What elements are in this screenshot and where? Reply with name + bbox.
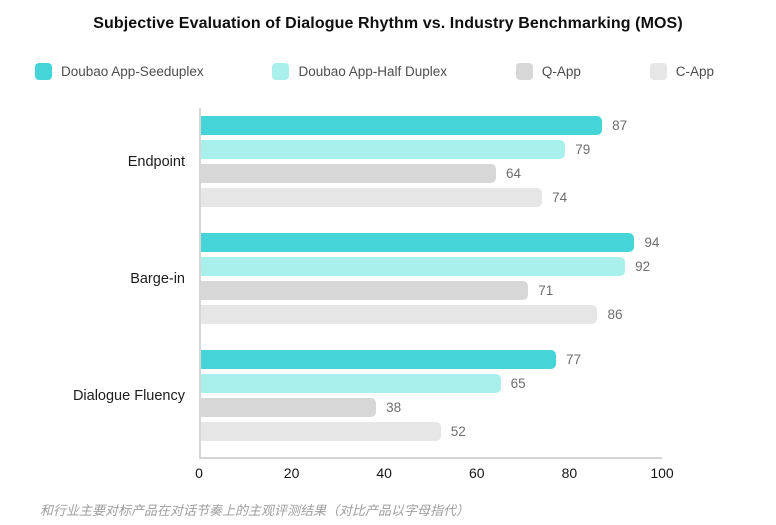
category-label: Dialogue Fluency xyxy=(72,387,185,404)
legend-label: C-App xyxy=(675,64,714,79)
bar-group-endpoint: Endpoint 87 79 64 74 xyxy=(128,116,662,207)
legend-swatch-icon xyxy=(272,63,290,80)
bar-row: 77 xyxy=(201,350,662,369)
bar-value-label: 71 xyxy=(538,283,554,298)
x-axis-tick-label: 0 xyxy=(195,465,203,481)
x-axis-tick-label: 80 xyxy=(561,465,578,481)
bar-c-app-dialogue-fluency xyxy=(201,422,441,441)
bar-row: 38 xyxy=(201,398,662,417)
bar-row: 87 xyxy=(201,116,662,135)
bar-value-label: 74 xyxy=(552,190,568,205)
bar-doubao-app-half-duplex-barge-in xyxy=(201,257,626,276)
bar-row: 92 xyxy=(201,257,662,276)
chart-legend: Doubao App-Seeduplex Doubao App-Half Dupl… xyxy=(35,63,714,80)
bar-group-dialogue-fluency: Dialogue Fluency 77 65 38 52 xyxy=(73,350,662,441)
bar-row: 64 xyxy=(201,164,662,183)
bar-group-barge-in: Barge-in 94 92 71 86 xyxy=(130,233,662,324)
bar-c-app-endpoint xyxy=(201,188,543,207)
bar-row: 71 xyxy=(201,281,662,300)
legend-item-c-app: C-App xyxy=(649,63,714,80)
bar-value-label: 87 xyxy=(612,118,628,133)
bar-q-app-barge-in xyxy=(201,281,529,300)
legend-label: Doubao App-Seeduplex xyxy=(61,64,204,79)
category-label: Barge-in xyxy=(130,270,185,287)
x-axis-tick-label: 100 xyxy=(650,465,674,481)
x-axis-tick-label: 20 xyxy=(283,465,300,481)
bar-value-label: 65 xyxy=(510,376,526,391)
bar-row: 74 xyxy=(201,188,662,207)
chart-title: Subjective Evaluation of Dialogue Rhythm… xyxy=(93,15,683,32)
bar-row: 65 xyxy=(201,374,662,393)
legend-item-doubao-app-half-duplex: Doubao App-Half Duplex xyxy=(272,63,447,80)
x-axis: 0 20 40 60 80 100 xyxy=(195,465,674,483)
x-axis-tick-label: 60 xyxy=(469,465,485,481)
legend-swatch-icon xyxy=(35,63,52,80)
bar-row: 79 xyxy=(201,140,662,159)
bar-row: 94 xyxy=(201,233,662,252)
bar-c-app-barge-in xyxy=(201,305,598,324)
legend-swatch-icon xyxy=(515,63,533,80)
bar-row: 52 xyxy=(201,422,662,441)
legend-label: Q-App xyxy=(541,64,581,79)
footnote: 和行业主要对标产品在对话节奏上的主观评测结果（对比产品以字母指代） xyxy=(40,503,470,518)
legend-label: Doubao App-Half Duplex xyxy=(298,64,448,79)
x-axis-tick-label: 40 xyxy=(376,465,392,481)
bar-doubao-app-seeduplex-barge-in xyxy=(201,233,635,252)
bar-value-label: 64 xyxy=(506,166,522,181)
bar-doubao-app-seeduplex-endpoint xyxy=(201,116,603,135)
bar-q-app-dialogue-fluency xyxy=(201,398,377,417)
bar-value-label: 77 xyxy=(565,352,581,367)
bar-value-label: 94 xyxy=(644,235,660,250)
bar-doubao-app-half-duplex-dialogue-fluency xyxy=(201,374,501,393)
legend-item-q-app: Q-App xyxy=(515,63,581,80)
bar-value-label: 38 xyxy=(386,400,402,415)
category-label: Endpoint xyxy=(127,153,185,170)
legend-item-doubao-app-seeduplex: Doubao App-Seeduplex xyxy=(35,63,204,80)
bar-value-label: 92 xyxy=(635,259,651,274)
bar-value-label: 79 xyxy=(575,142,591,157)
bar-q-app-endpoint xyxy=(201,164,497,183)
bar-doubao-app-half-duplex-endpoint xyxy=(201,140,566,159)
bar-doubao-app-seeduplex-dialogue-fluency xyxy=(201,350,556,369)
bar-value-label: 52 xyxy=(450,424,466,439)
legend-swatch-icon xyxy=(649,63,667,80)
bar-plot-area: Endpoint 87 79 64 74 Barge-in 94 92 71 86 Dialogue… xyxy=(73,108,662,459)
bar-row: 86 xyxy=(201,305,662,324)
bar-value-label: 86 xyxy=(607,307,623,322)
